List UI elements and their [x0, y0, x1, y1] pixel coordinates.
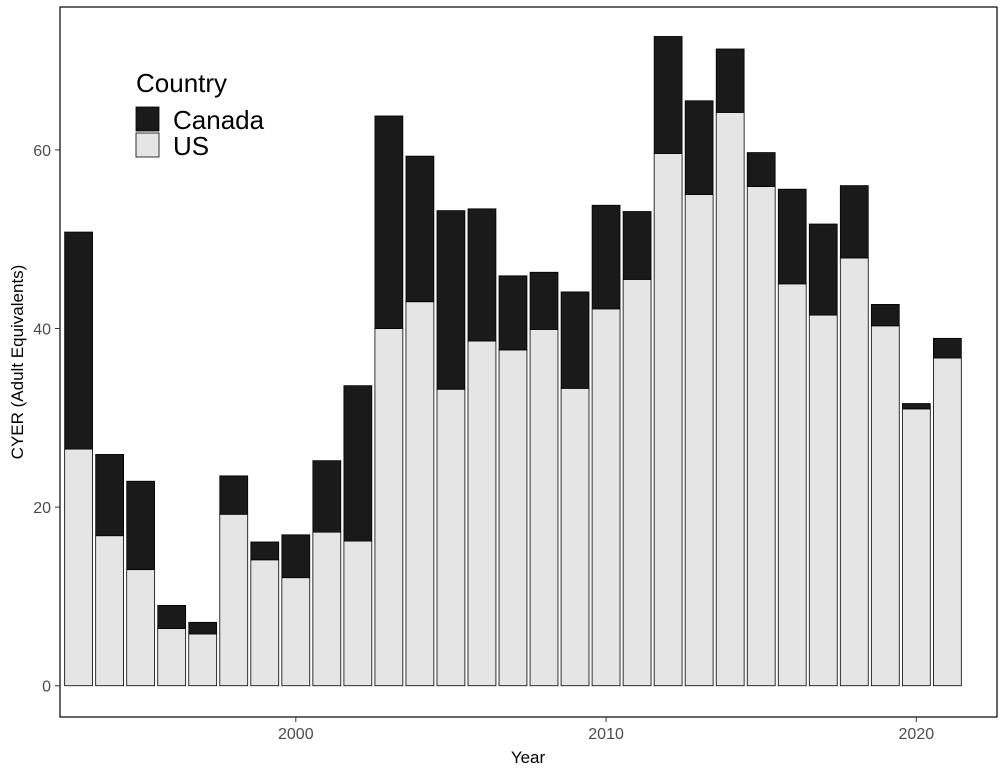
bar-canada-1997 [188, 621, 218, 635]
x-tick-label: 2000 [278, 726, 314, 743]
x-axis: 2000 2010 2020 [278, 717, 934, 743]
bar-us-1993 [64, 448, 93, 687]
y-axis: 0 20 40 60 [33, 143, 60, 696]
bar-canada-2000 [281, 534, 311, 579]
bar-us-2008 [529, 329, 559, 687]
bar-canada-2018 [839, 185, 869, 259]
bar-canada-2019 [870, 303, 900, 327]
bar-us-2021 [932, 357, 962, 687]
bar-canada-2020 [901, 403, 931, 410]
bar-canada-2014 [715, 48, 745, 113]
bar-us-2001 [312, 531, 342, 687]
bar-us-2018 [839, 257, 869, 687]
bar-canada-2001 [312, 460, 342, 533]
bar-canada-2008 [529, 271, 559, 330]
bar-us-2015 [746, 186, 776, 687]
bar-canada-2021 [932, 337, 962, 359]
bar-us-1996 [157, 628, 187, 687]
bar-canada-2006 [467, 208, 497, 342]
bar-us-2005 [436, 388, 466, 687]
bar-canada-1999 [250, 541, 280, 561]
bar-us-2002 [343, 540, 373, 687]
bar-canada-2011 [622, 211, 652, 280]
bar-us-2016 [777, 283, 807, 687]
legend-key-us [135, 132, 160, 158]
bar-us-2007 [498, 349, 528, 687]
bar-canada-2005 [436, 210, 466, 390]
bar-canada-1998 [219, 475, 249, 515]
bar-us-2004 [405, 301, 435, 687]
bar-canada-2007 [498, 275, 528, 351]
bar-us-2010 [591, 308, 621, 687]
bar-canada-2013 [684, 100, 714, 195]
legend-label-us: US [173, 131, 209, 161]
y-tick-label: 40 [33, 322, 51, 339]
bar-us-1998 [219, 513, 249, 687]
bar-us-2006 [467, 340, 497, 687]
bar-us-2003 [374, 328, 404, 687]
bar-canada-2002 [343, 385, 373, 542]
bar-canada-2004 [405, 155, 435, 303]
x-tick-label: 2010 [588, 726, 624, 743]
bar-us-2000 [281, 577, 311, 687]
bar-canada-1995 [126, 480, 156, 571]
bar-canada-1994 [95, 454, 125, 537]
bar-canada-2010 [591, 204, 621, 310]
bar-canada-2003 [374, 115, 404, 329]
bar-us-2020 [901, 408, 931, 687]
bar-us-2017 [808, 314, 838, 687]
bars-layer [64, 36, 962, 687]
legend-key-canada [135, 106, 160, 132]
bar-us-1999 [250, 559, 280, 687]
bar-canada-2012 [653, 36, 683, 154]
bar-us-2011 [622, 278, 652, 687]
bar-us-1995 [126, 569, 156, 687]
bar-canada-1993 [64, 231, 93, 450]
bar-canada-2016 [777, 188, 807, 285]
legend-title: Country [136, 68, 227, 98]
bar-us-2012 [653, 153, 683, 687]
bar-us-2019 [870, 325, 900, 687]
bar-us-2009 [560, 387, 590, 687]
bar-us-2013 [684, 194, 714, 687]
legend-label-canada: Canada [173, 105, 265, 135]
y-tick-label: 0 [42, 679, 51, 696]
y-tick-label: 20 [33, 500, 51, 517]
bar-us-1997 [188, 633, 218, 687]
bar-us-2014 [715, 111, 745, 687]
bar-canada-1996 [157, 604, 187, 629]
y-tick-label: 60 [33, 143, 51, 160]
bar-canada-2017 [808, 223, 838, 316]
x-tick-label: 2020 [899, 726, 935, 743]
bar-canada-2015 [746, 152, 776, 187]
x-axis-title: Year [511, 748, 546, 767]
y-axis-title: CYER (Adult Equivalents) [8, 265, 27, 460]
bar-canada-2009 [560, 291, 590, 389]
bar-us-1994 [95, 535, 125, 687]
